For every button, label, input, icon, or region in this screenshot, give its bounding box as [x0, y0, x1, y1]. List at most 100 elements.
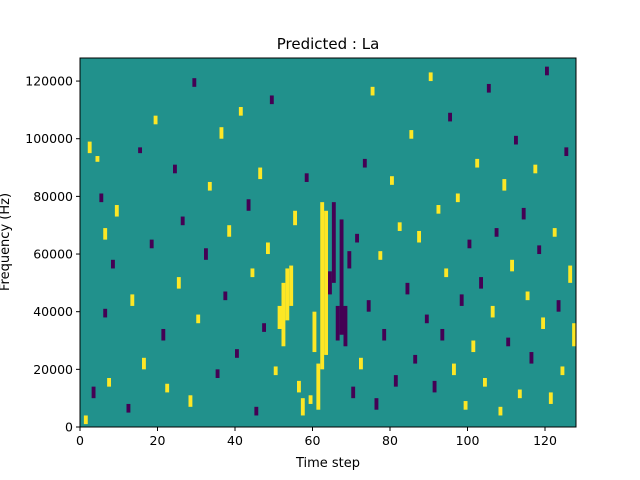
heatmap-cell — [335, 305, 340, 341]
heatmap-cell — [417, 230, 422, 243]
heatmap-cells — [83, 66, 577, 425]
heatmap-cell — [142, 357, 146, 370]
heatmap-cell — [506, 337, 511, 347]
heatmap-cell — [486, 83, 491, 93]
heatmap-cell — [312, 311, 317, 353]
x-tick-label: 40 — [227, 433, 243, 448]
heatmap-cell — [188, 395, 193, 407]
y-tick-label: 40000 — [33, 304, 73, 319]
x-tick-label: 60 — [305, 433, 321, 448]
heatmap-cell — [428, 72, 433, 82]
heatmap-cell — [254, 406, 259, 416]
heatmap-cell — [339, 219, 344, 335]
y-tick-label: 80000 — [33, 189, 73, 204]
y-tick-label: 120000 — [25, 74, 73, 89]
heatmap-cell — [533, 164, 538, 174]
heatmap-cell — [390, 176, 394, 185]
heatmap-cell — [463, 401, 468, 410]
heatmap-cell — [262, 323, 267, 332]
heatmap-cell — [227, 225, 232, 237]
heatmap-cell — [114, 205, 119, 217]
heatmap-cell — [138, 147, 143, 154]
heatmap-cell — [436, 205, 441, 214]
heatmap-cell — [87, 141, 92, 154]
x-tick-label: 20 — [150, 433, 166, 448]
heatmap-cell — [483, 377, 487, 387]
heatmap-cell — [502, 179, 507, 191]
heatmap-cell — [304, 173, 309, 182]
heatmap-cell — [103, 308, 108, 318]
heatmap-cell — [328, 271, 332, 295]
heatmap-cell — [95, 156, 100, 162]
heatmap-cell — [552, 228, 557, 237]
heatmap-cell — [180, 216, 185, 226]
heatmap-cell — [413, 354, 418, 364]
heatmap-cell — [424, 314, 429, 324]
heatmap-cell — [572, 323, 577, 347]
heatmap-cell — [281, 282, 286, 347]
heatmap-cell — [235, 349, 239, 358]
heatmap-cell — [176, 277, 181, 289]
heatmap-cell — [285, 268, 290, 321]
heatmap-cell — [510, 259, 515, 272]
heatmap-cell — [517, 389, 522, 399]
heatmap-cell — [347, 251, 352, 269]
heatmap-cell — [405, 282, 410, 295]
heatmap-cell — [556, 300, 561, 312]
heatmap-cell — [258, 167, 263, 180]
heatmap-cell — [99, 193, 104, 203]
heatmap-cell — [455, 193, 460, 203]
heatmap-cell — [130, 294, 135, 306]
heatmap-cell — [541, 317, 546, 329]
heatmap-cell — [266, 242, 270, 255]
heatmap-cell — [382, 328, 387, 341]
heatmap-cell — [293, 210, 298, 226]
heatmap-cell — [374, 398, 379, 410]
heatmap-cell — [111, 259, 115, 269]
heatmap-cell — [316, 363, 321, 410]
heatmap-cell — [452, 363, 456, 376]
heatmap-cell — [149, 239, 154, 249]
heatmap-cell — [126, 403, 131, 413]
heatmap-cell — [300, 398, 305, 416]
heatmap-cell — [537, 245, 542, 255]
y-tick-label: 100000 — [25, 131, 73, 146]
heatmap-cell — [409, 130, 414, 139]
heatmap-cell — [548, 392, 553, 404]
x-axis: 0 20 40 60 80 100 120 — [76, 427, 557, 448]
heatmap-cell — [560, 366, 565, 376]
x-axis-label: Time step — [295, 456, 360, 471]
x-tick-label: 0 — [76, 433, 84, 448]
heatmap-cell — [490, 305, 495, 318]
heatmap-cell — [173, 164, 177, 174]
heatmap-cell — [215, 369, 220, 378]
heatmap-cell — [393, 375, 398, 387]
heatmap-cell — [359, 357, 363, 370]
heatmap-cell — [273, 366, 278, 376]
heatmap-cell — [297, 380, 301, 393]
heatmap-cell — [289, 265, 294, 306]
heatmap-cell — [204, 248, 208, 260]
heatmap-cell — [355, 233, 360, 243]
heatmap-cell — [196, 314, 201, 324]
heatmap-cell — [83, 415, 88, 425]
heatmap-cell — [351, 386, 356, 399]
heatmap-cell — [467, 239, 472, 249]
y-axis: 0 20000 40000 60000 80000 100000 120000 — [25, 74, 80, 435]
y-tick-label: 20000 — [33, 362, 73, 377]
heatmap-cell — [161, 328, 166, 341]
heatmap-cell — [238, 107, 243, 116]
heatmap-cell — [153, 115, 158, 125]
heatmap-cell — [192, 78, 197, 87]
y-axis-label: Frequency (Hz) — [0, 193, 13, 291]
plot-frame — [79, 57, 577, 428]
x-tick-label: 120 — [533, 433, 557, 448]
heatmap-cell — [444, 268, 449, 278]
heatmap-cell — [277, 305, 282, 329]
heatmap-cell — [165, 383, 170, 393]
heatmap-cell — [250, 268, 255, 278]
heatmap-cell — [479, 277, 484, 289]
y-tick-label: 0 — [65, 420, 73, 435]
heatmap-cell — [219, 127, 224, 139]
